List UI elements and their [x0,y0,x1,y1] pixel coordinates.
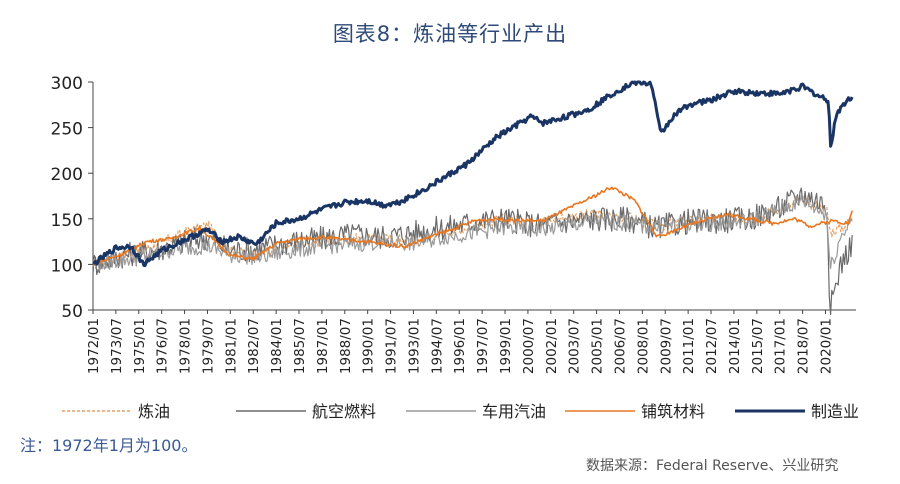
legend: 炼油 航空燃料 车用汽油 铺筑材料 制造业 [62,402,859,421]
x-tick-label: 2018/07 [796,318,812,374]
y-tick-label: 300 [51,74,83,94]
x-tick-label: 1973/07 [109,318,125,374]
x-tick-label: 1972/01 [86,318,102,374]
x-tick-label: 2012/07 [704,318,720,374]
x-tick-label: 1994/07 [429,318,445,374]
x-tick-label: 1993/01 [406,318,422,374]
y-tick-label: 250 [51,120,83,140]
x-tick-label: 1987/01 [315,318,331,374]
x-tick-label: 1988/07 [338,318,354,374]
x-tick-label: 2014/01 [727,318,743,374]
x-tick-label: 2006/07 [612,318,628,374]
x-tick-label: 1978/01 [178,318,194,374]
x-tick-label: 2005/01 [590,318,606,374]
x-tick-label: 2015/07 [750,318,766,374]
legend-label-3: 铺筑材料 [641,402,705,421]
x-tick-label: 1979/07 [200,318,216,374]
source-text: 数据来源：Federal Reserve、兴业研究 [586,458,839,474]
x-tick-label: 2017/01 [773,318,789,374]
x-tick-label: 1982/07 [246,318,262,374]
x-tick-label: 2011/01 [681,318,697,374]
legend-label-4: 制造业 [811,402,859,421]
x-tick-label: 1991/07 [384,318,400,374]
x-tick-label: 1999/01 [498,318,514,374]
x-tick-label: 1984/01 [269,318,285,374]
x-tick-label: 1975/01 [132,318,148,374]
series-line-2 [92,195,853,272]
legend-label-0: 炼油 [138,402,170,421]
x-tick-label: 1985/07 [292,318,308,374]
y-tick-label: 150 [51,211,83,231]
series-line-1 [92,187,853,316]
y-tick-label: 200 [51,165,83,185]
x-tick-label: 2009/07 [658,318,674,374]
series-line-3 [92,186,853,266]
x-tick-label: 2003/07 [567,318,583,374]
chart-title: 图表8：炼油等行业产出 [332,22,568,46]
x-tick-label: 2020/01 [818,318,834,374]
x-tick-label: 2008/01 [635,318,651,374]
axes: 50 100 150 200 250 300 1972/01 1973/07 1975/01 19… [51,74,856,374]
x-tick-label: 1990/01 [361,318,377,374]
x-tick-label: 1976/07 [155,318,171,374]
x-tick-label: 2002/01 [544,318,560,374]
x-tick-label: 1996/01 [452,318,468,374]
x-tick-label: 1997/07 [475,318,491,374]
y-tick-label: 100 [51,256,83,276]
footnote: 注：1972年1月为100。 [20,436,198,455]
series-line-4 [92,80,854,268]
series-layer [92,80,854,316]
x-tick-label: 1981/01 [223,318,239,374]
line-chart: 50 100 150 200 250 300 1972/01 1973/07 1975/01 19… [51,74,859,421]
y-tick-label: 50 [61,302,83,322]
legend-label-2: 车用汽油 [482,402,546,421]
legend-label-1: 航空燃料 [312,402,376,421]
x-tick-label: 2000/07 [521,318,537,374]
